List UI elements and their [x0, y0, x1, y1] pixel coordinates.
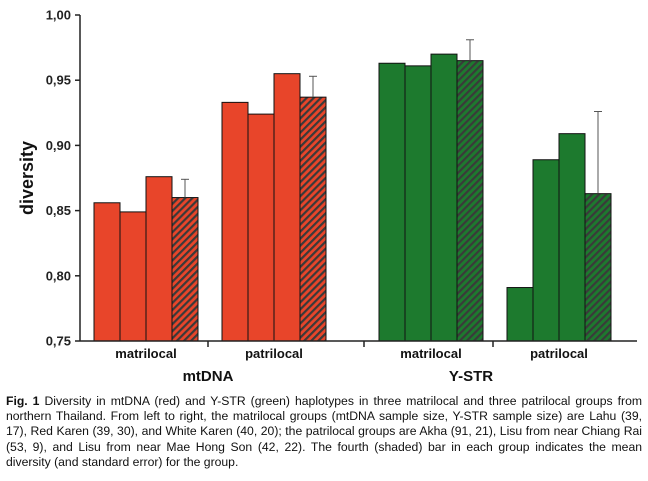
figure-caption: Fig. 1 Diversity in mtDNA (red) and Y-ST…: [6, 394, 642, 470]
bar: [558, 133, 586, 342]
y-tick-label: 0,85: [46, 203, 71, 218]
y-tick-label: 0,90: [46, 138, 71, 153]
bar: [506, 287, 534, 342]
group-label-matrilocal: matrilocal: [400, 346, 461, 361]
bar: [378, 62, 406, 342]
y-tick-label: 1,00: [46, 8, 71, 23]
bar: [221, 101, 249, 342]
y-tick-label: 0,75: [46, 334, 71, 349]
chart-svg: 0,75 0,80 0,85 0,90 0,95 1,00 matrilocal patril…: [17, 8, 637, 385]
marker-label-y-str: Y-STR: [449, 368, 493, 385]
y-tick-label: 0,95: [46, 73, 71, 88]
bar: [145, 176, 173, 342]
marker-label-mtdna: mtDNA: [183, 368, 234, 385]
bar: [404, 65, 432, 342]
axis-layer: 0,75 0,80 0,85 0,90 0,95 1,00 matrilocal patril…: [46, 8, 637, 385]
mean-bar: [171, 197, 199, 342]
mean-bar: [584, 193, 612, 342]
bars-layer: [93, 39, 612, 342]
figure-label: Fig. 1: [6, 394, 40, 408]
bar: [532, 159, 560, 342]
y-axis-label: diversity: [17, 141, 37, 215]
diversity-chart: 0,75 0,80 0,85 0,90 0,95 1,00 matrilocal patril…: [17, 8, 637, 385]
mean-bar: [456, 60, 484, 342]
bar: [119, 211, 147, 342]
bar: [273, 73, 301, 342]
bar: [93, 202, 121, 342]
caption-text: Diversity in mtDNA (red) and Y-STR (gree…: [6, 394, 643, 469]
bar: [430, 53, 458, 342]
y-tick-label: 0,80: [46, 268, 71, 283]
group-label-matrilocal: matrilocal: [115, 346, 176, 361]
group-label-patrilocal: patrilocal: [245, 346, 303, 361]
bar: [247, 113, 275, 342]
mean-bar: [299, 96, 327, 342]
group-label-patrilocal: patrilocal: [530, 346, 588, 361]
